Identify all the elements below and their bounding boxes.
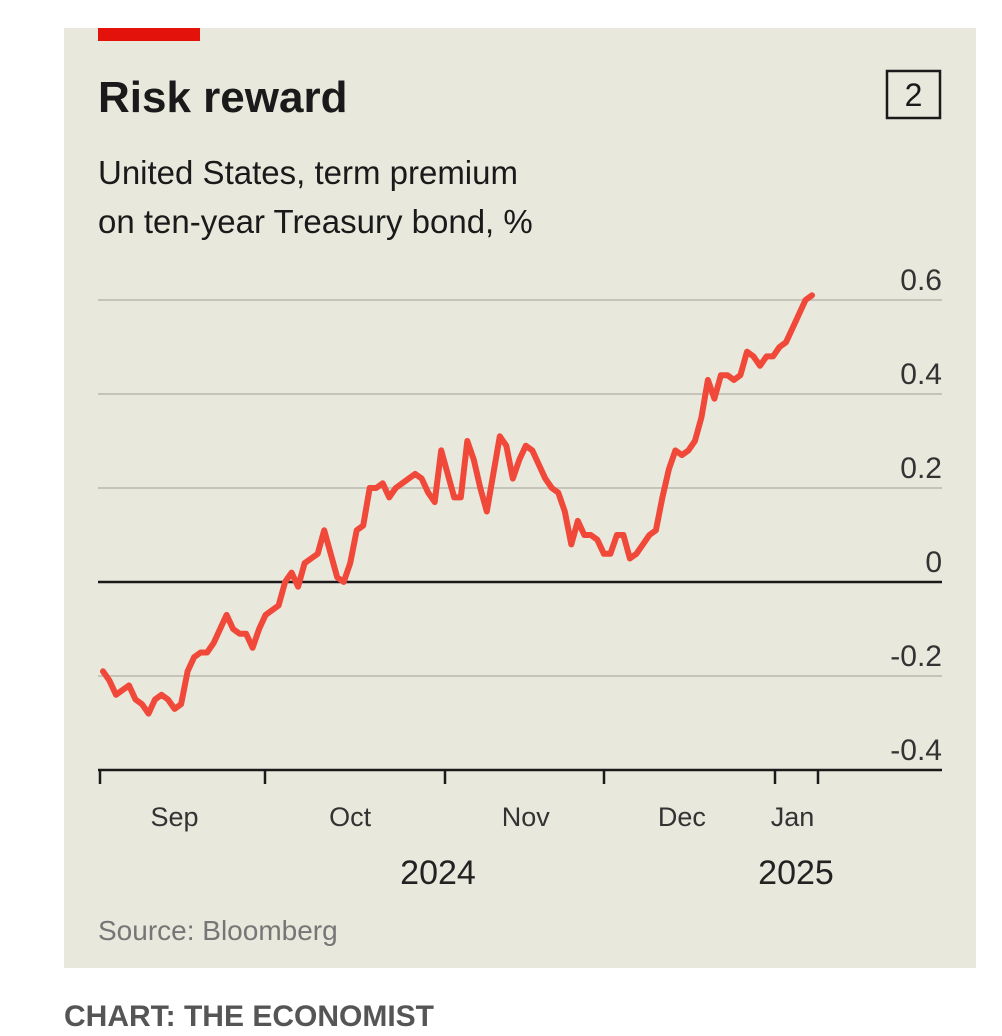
x-tick-label: Dec (658, 802, 706, 832)
year-label: 2025 (758, 854, 834, 892)
chart-title: Risk reward (98, 73, 347, 122)
y-tick-label: -0.2 (890, 640, 942, 673)
source: Source: Bloomberg (98, 915, 338, 946)
x-tick-label: Sep (151, 802, 199, 832)
red-tag (98, 28, 200, 41)
subtitle: United States, term premium (98, 154, 518, 191)
y-tick-label: 0.4 (900, 358, 942, 391)
badge: 2 (905, 77, 923, 113)
x-tick-label: Jan (771, 802, 815, 832)
panel (64, 28, 976, 968)
year-label: 2024 (400, 854, 476, 892)
y-tick-label: -0.4 (890, 734, 942, 767)
subtitle: on ten-year Treasury bond, % (98, 203, 533, 240)
x-tick-label: Nov (502, 802, 551, 832)
x-ticks (98, 770, 820, 784)
badge-box (885, 69, 942, 120)
y-tick-label: 0.2 (900, 452, 942, 485)
caption: CHART: THE ECONOMIST (64, 1000, 434, 1033)
data-line (100, 292, 815, 717)
y-tick-label: 0 (925, 546, 942, 579)
y-tick-label: 0.6 (900, 264, 942, 297)
x-tick-label: Oct (329, 802, 372, 832)
